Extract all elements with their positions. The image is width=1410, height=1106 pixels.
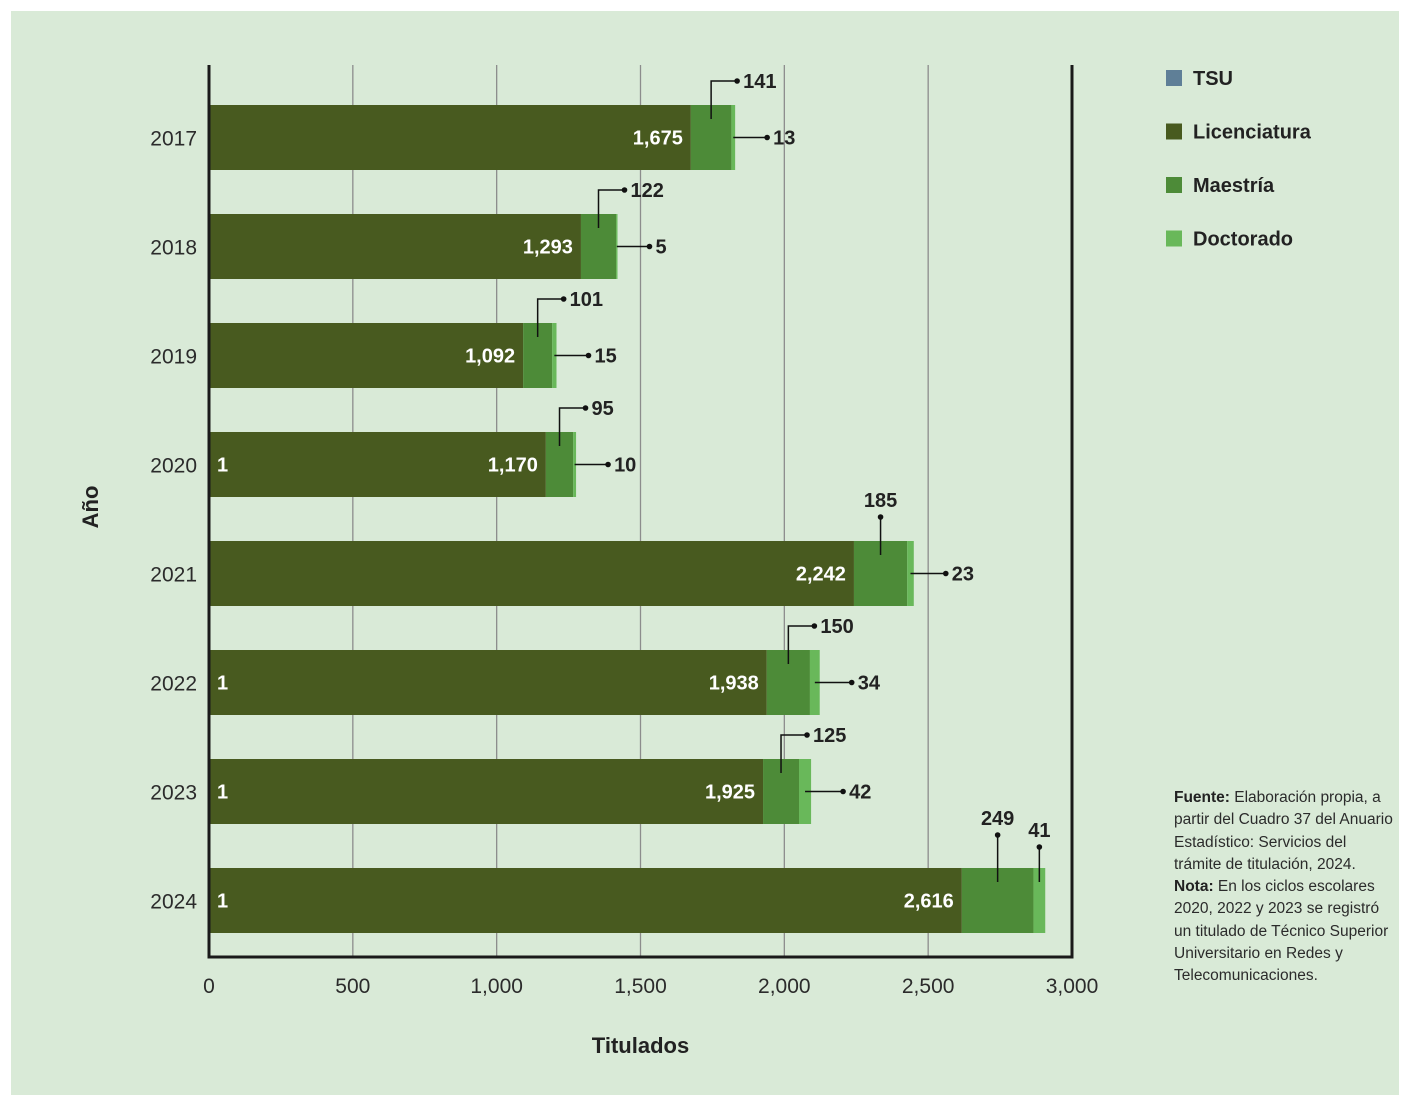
- maestria-value-label: 150: [820, 616, 853, 638]
- bar-segment-doctorado: [799, 759, 812, 824]
- y-tick-label: 2023: [150, 782, 197, 805]
- doctorado-value-label: 23: [952, 564, 974, 586]
- maestria-leader-line: [780, 734, 808, 773]
- chart-panel: 0 500 1,000 1,500 2,000 2,500 3,000 2017 2018 201…: [11, 11, 1399, 1095]
- x-tick-label: 1,500: [614, 975, 667, 998]
- licenciatura-value-label: 1,675: [633, 128, 683, 150]
- y-axis-title: Año: [78, 486, 103, 529]
- maestria-leader-dot: [804, 732, 810, 738]
- doctorado-leader-dot: [840, 788, 846, 795]
- licenciatura-value-label: 1,938: [709, 673, 759, 695]
- maestria-leader-line: [536, 298, 564, 337]
- legend-label: Doctorado: [1193, 229, 1293, 251]
- legend-swatch: [1166, 177, 1182, 193]
- doctorado-value-label: 41: [1028, 820, 1050, 842]
- x-tick-label: 1,000: [470, 975, 523, 998]
- doctorado-value-label: 42: [849, 782, 871, 804]
- y-tick-label: 2018: [150, 237, 197, 260]
- y-tick-label: 2017: [150, 128, 197, 151]
- tsu-value-label: 1: [217, 891, 228, 913]
- source-note: Fuente: Elaboración propia, a partir del…: [1174, 787, 1396, 988]
- note-text: En los ciclos escolares 2020, 2022 y 202…: [1174, 878, 1389, 985]
- doctorado-value-label: 5: [655, 237, 666, 259]
- doctorado-leader-dot: [942, 570, 949, 577]
- x-tick-label: 3,000: [1046, 975, 1099, 998]
- tsu-value-label: 1: [217, 455, 228, 477]
- y-tick-label: 2021: [150, 564, 197, 587]
- licenciatura-value-label: 2,242: [796, 564, 846, 586]
- licenciatura-value-label: 2,616: [904, 891, 954, 913]
- maestria-leader-dot: [621, 187, 628, 193]
- bar-segment-doctorado: [731, 105, 736, 170]
- doctorado-value-label: 34: [858, 673, 881, 695]
- bar-segment-licenciatura: [209, 541, 854, 606]
- maestria-leader-dot: [994, 832, 1001, 838]
- bar-segment-licenciatura: [209, 323, 524, 388]
- doctorado-leader-dot: [585, 352, 592, 359]
- bar-segment-licenciatura: [209, 868, 962, 933]
- maestria-value-label: 185: [864, 490, 897, 512]
- doctorado-value-label: 13: [773, 128, 795, 150]
- legend-swatch: [1166, 70, 1182, 86]
- tsu-value-label: 1: [217, 782, 228, 804]
- maestria-leader-dot: [734, 78, 740, 84]
- licenciatura-value-label: 1,293: [523, 237, 573, 259]
- maestria-value-label: 125: [813, 725, 846, 747]
- maestria-value-label: 95: [592, 398, 614, 420]
- doctorado-leader-dot: [848, 679, 855, 686]
- maestria-value-label: 101: [570, 289, 603, 311]
- maestria-leader-line: [787, 625, 815, 664]
- bar-segment-licenciatura: [209, 214, 581, 279]
- maestria-value-label: 122: [631, 180, 664, 202]
- y-tick-label: 2022: [150, 673, 197, 696]
- tsu-value-label: 1: [217, 673, 228, 695]
- doctorado-leader-dot: [1036, 844, 1043, 850]
- legend-label: Maestría: [1193, 175, 1275, 197]
- bar-segment-doctorado: [1033, 868, 1046, 933]
- bar-segment-licenciatura: [209, 759, 764, 824]
- legend-label: TSU: [1193, 68, 1233, 90]
- maestria-leader-dot: [811, 623, 818, 629]
- maestria-leader-line: [597, 189, 625, 228]
- maestria-leader-dot: [582, 405, 589, 411]
- doctorado-leader-dot: [646, 243, 653, 250]
- y-tick-label: 2024: [150, 891, 197, 914]
- source-text: Elaboración propia, a partir del Cuadro …: [1174, 789, 1393, 873]
- maestria-value-label: 141: [743, 71, 776, 93]
- maestria-leader-dot: [560, 296, 567, 302]
- doctorado-leader-dot: [764, 134, 770, 141]
- y-tick-label: 2019: [150, 346, 197, 369]
- legend-swatch: [1166, 123, 1182, 140]
- bar-segment-licenciatura: [209, 105, 691, 170]
- maestria-leader-dot: [877, 514, 884, 520]
- legend-swatch: [1166, 230, 1182, 247]
- x-axis-title: Titulados: [592, 1033, 689, 1058]
- x-tick-label: 500: [335, 975, 370, 998]
- doctorado-value-label: 15: [595, 346, 617, 368]
- bar-segment-doctorado: [573, 432, 577, 497]
- y-tick-label: 2020: [150, 455, 197, 478]
- x-tick-label: 2,500: [902, 975, 955, 998]
- bar-segment-licenciatura: [209, 650, 767, 715]
- bar-segment-licenciatura: [209, 432, 546, 497]
- note-label: Nota:: [1174, 878, 1214, 896]
- doctorado-leader-dot: [605, 461, 611, 468]
- maestria-value-label: 249: [981, 808, 1014, 830]
- x-tick-label: 2,000: [758, 975, 811, 998]
- x-tick-label: 0: [203, 975, 215, 998]
- maestria-leader-line: [558, 407, 586, 446]
- stacked-bar-chart: 0 500 1,000 1,500 2,000 2,500 3,000 2017 2018 201…: [78, 65, 1312, 1058]
- legend-label: Licenciatura: [1193, 122, 1312, 144]
- doctorado-value-label: 10: [614, 455, 636, 477]
- licenciatura-value-label: 1,092: [465, 346, 515, 368]
- maestria-leader-line: [710, 80, 738, 119]
- licenciatura-value-label: 1,925: [705, 782, 755, 804]
- source-label: Fuente:: [1174, 789, 1230, 806]
- licenciatura-value-label: 1,170: [488, 455, 538, 477]
